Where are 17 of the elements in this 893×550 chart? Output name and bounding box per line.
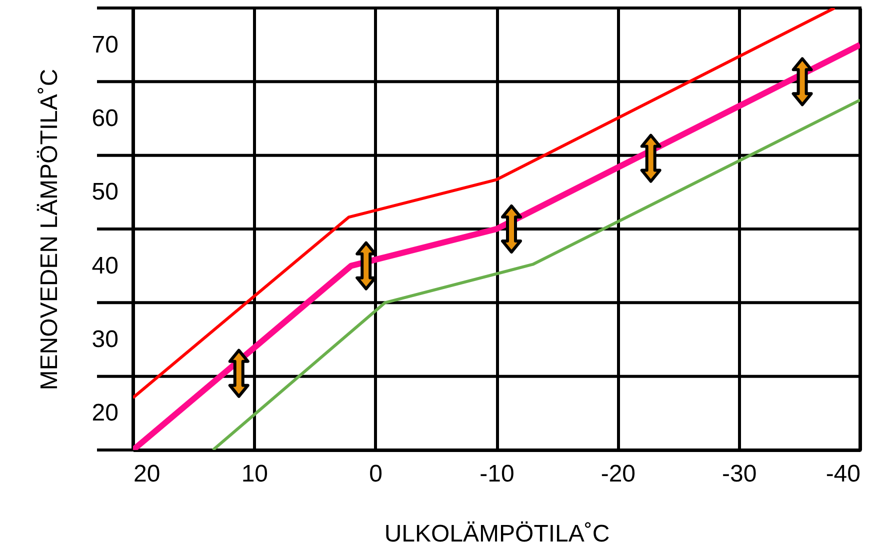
y-tick-label: 70 bbox=[92, 31, 118, 58]
y-axis-title: MENOVEDEN LÄMPÖTILA˚C bbox=[36, 68, 63, 390]
y-tick-label: 50 bbox=[92, 178, 118, 206]
y-tick-label: 20 bbox=[92, 400, 118, 427]
x-tick-label: -30 bbox=[722, 460, 757, 488]
x-tick-label: -40 bbox=[826, 460, 860, 488]
y-tick-label: 30 bbox=[92, 326, 118, 353]
x-tick-label: 0 bbox=[369, 460, 383, 488]
x-tick-label: -20 bbox=[600, 460, 636, 488]
y-tick-label: 60 bbox=[92, 105, 118, 132]
x-tick-label: -10 bbox=[480, 460, 514, 488]
x-tick-label: 10 bbox=[241, 460, 268, 488]
x-axis-title: ULKOLÄMPÖTILA˚C bbox=[384, 520, 610, 548]
y-tick-label: 40 bbox=[92, 252, 118, 280]
x-tick-label: 20 bbox=[134, 460, 160, 488]
line-series bbox=[133, 8, 836, 400]
line-series bbox=[211, 98, 860, 450]
